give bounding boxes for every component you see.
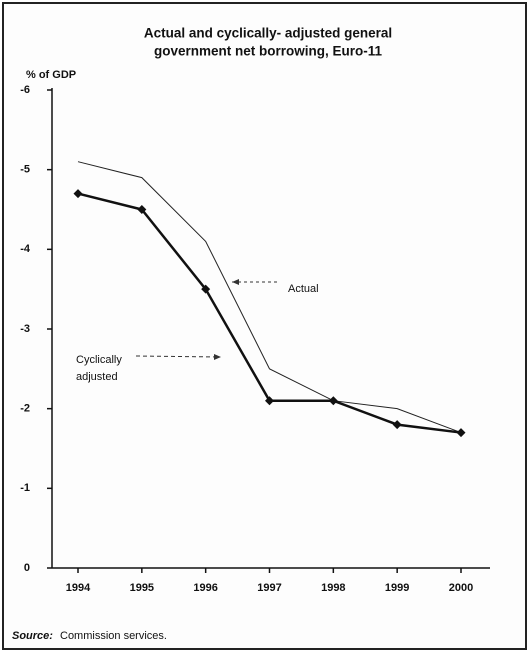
y-tick-label: -1	[20, 482, 30, 494]
point	[456, 428, 466, 438]
x-tick-label: 1995	[130, 582, 154, 594]
y-axis-label: % of GDP	[26, 69, 76, 81]
annotation-arrowhead	[214, 354, 221, 360]
point	[201, 284, 211, 294]
x-tick-label: 1996	[193, 582, 217, 594]
y-tick-label: 0	[24, 562, 30, 574]
chart-title: government net borrowing, Euro-11	[154, 44, 383, 59]
x-tick-label: 1997	[257, 582, 281, 594]
y-tick-label: -4	[20, 243, 31, 255]
chart-title: Actual and cyclically- adjusted general	[144, 26, 392, 41]
series-label: Actual	[288, 283, 319, 295]
point	[73, 189, 83, 199]
x-tick-label: 2000	[449, 582, 473, 594]
y-tick-label: -2	[20, 403, 30, 415]
source-label: Source:	[12, 630, 53, 642]
x-tick-label: 1999	[385, 582, 409, 594]
x-tick-label: 1994	[66, 582, 91, 594]
point	[265, 396, 274, 406]
series-line	[77, 161, 462, 434]
y-tick-label: -6	[20, 84, 30, 96]
source-text: Commission services.	[60, 630, 167, 642]
series-label: Cyclically adjusted	[76, 354, 122, 383]
point	[328, 396, 338, 406]
point	[137, 205, 147, 214]
y-tick-label: -3	[20, 323, 30, 335]
annotation-arrow	[135, 355, 221, 358]
annotation-arrowhead	[232, 279, 239, 285]
point	[392, 420, 402, 430]
x-tick-label: 1998	[321, 582, 345, 594]
y-tick-label: -5	[20, 164, 30, 176]
